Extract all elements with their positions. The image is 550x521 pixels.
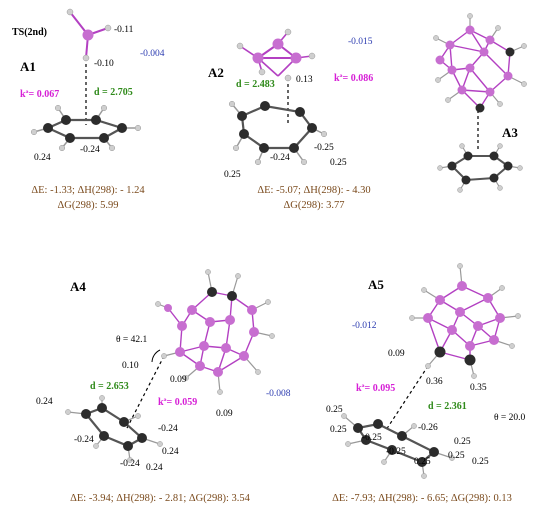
a5-charge-ring-h-2: 0.25: [330, 425, 347, 435]
a4-rate: kª= 0.059: [158, 397, 198, 408]
a5-charge-fragment: -0.012: [352, 321, 377, 331]
ts-label: TS(2nd): [12, 27, 48, 38]
a5-charge-ring-h-3: 0.25: [454, 437, 471, 447]
a1-distance: d = 2.705: [94, 87, 133, 98]
a5-charge-carbon-cage: 0.35: [470, 383, 487, 393]
a2-energy-line-1: ΔE: -5.07; ΔH(298): - 4.30: [257, 185, 371, 196]
a5-charge-ring-h-5: 0.25: [448, 451, 465, 461]
a2-rate: kª= 0.086: [334, 73, 374, 84]
a1-charge-bridging-h: -0.10: [94, 59, 114, 69]
a1-charge-carbon: -0.24: [80, 145, 100, 155]
a4-distance: d = 2.653: [90, 381, 129, 392]
a1-charge-fragment: -0.004: [140, 49, 165, 59]
structure-a2: [228, 28, 328, 166]
panel-label-a1: A1: [20, 59, 36, 74]
structure-a3: [433, 13, 527, 193]
panel-label-a4: A4: [70, 279, 86, 294]
a5-charge-h: 0.09: [388, 349, 405, 359]
a5-charge-carbon-2: -0.25: [386, 447, 406, 457]
a5-charge-ring-h-6: 0.25: [472, 457, 489, 467]
a1-boron-atom: [82, 29, 94, 41]
a2-charge-fragment: -0.015: [348, 37, 373, 47]
panel-label-a3: A3: [502, 125, 518, 140]
a1-charge-ring-h: 0.24: [34, 153, 51, 163]
a5-charge-carbon-3: -0.26: [418, 423, 438, 433]
structure-a4: [65, 269, 275, 463]
a5-theta: θ = 20.0: [494, 413, 526, 423]
a4-charge-bridging-h: 0.10: [122, 361, 139, 371]
a2-charge-h-1: 0.25: [330, 158, 347, 168]
a2-charge-bridging-h: 0.13: [296, 75, 313, 85]
a2-charge-carbon-2: -0.24: [270, 153, 290, 163]
a1-energy-line-2: ΔG(298): 5.99: [57, 200, 119, 211]
a5-rate: kª= 0.095: [356, 383, 396, 394]
a2-distance: d = 2.483: [236, 79, 275, 90]
a4-charge-ring-h-2: 0.24: [162, 447, 179, 457]
a4-charge-ring-h-1: 0.24: [36, 397, 53, 407]
a4-charge-carbon-3: -0.24: [120, 459, 140, 469]
panel-label-a5: A5: [368, 277, 384, 292]
a4-charge-carbon-1: -0.24: [74, 435, 94, 445]
a5-charge-carbon-1: -0.25: [362, 433, 382, 443]
a5-distance: d = 2.361: [428, 401, 467, 412]
a5-charge-ring-h-1: 0.25: [326, 405, 343, 415]
structure-a5: [341, 263, 521, 479]
a4-charge-fragment: -0.008: [266, 389, 291, 399]
a5-energy-line: ΔE: -7.93; ΔH(298): - 6.65; ΔG(298): 0.1…: [332, 493, 512, 504]
a5-charge-ring-h-4: 0.25: [414, 457, 431, 467]
a4-energy-line: ΔE: -3.94; ΔH(298): - 2.81; ΔG(298): 3.5…: [70, 493, 250, 504]
a1-energy-line-1: ΔE: -1.33; ΔH(298): - 1.24: [31, 185, 145, 196]
a1-rate: kª= 0.067: [20, 89, 60, 100]
a4-charge-h-1: 0.09: [170, 375, 187, 385]
a4-charge-carbon-2: -0.24: [158, 424, 178, 434]
a2-charge-carbon-1: -0.25: [314, 143, 334, 153]
a1-charge-h: -0.11: [114, 25, 134, 35]
a4-charge-h-2: 0.09: [216, 409, 233, 419]
a4-charge-ring-h-3: 0.24: [146, 463, 163, 473]
a2-charge-h-2: 0.25: [224, 170, 241, 180]
a2-energy-line-2: ΔG(298): 3.77: [283, 200, 345, 211]
panel-label-a2: A2: [208, 65, 224, 80]
structure-a1: [30, 8, 142, 152]
a4-theta: θ = 42.1: [116, 335, 148, 345]
a5-charge-bridging-h: 0.36: [426, 377, 443, 387]
